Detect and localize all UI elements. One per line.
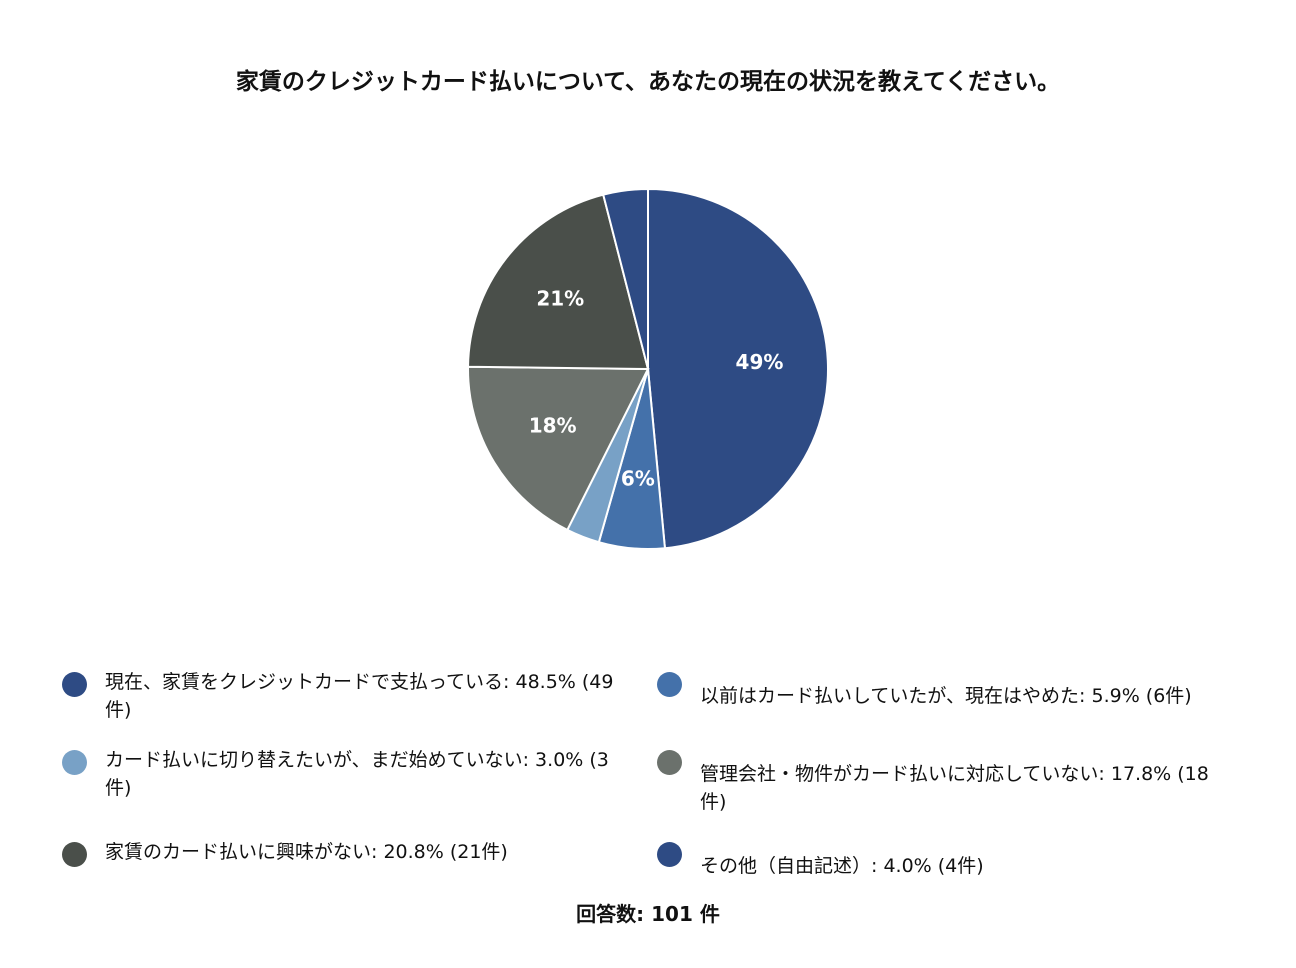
legend-marker	[657, 842, 682, 867]
caption: 回答数: 101 件	[576, 902, 720, 926]
legend-marker	[657, 750, 682, 775]
legend-item: その他（自由記述）: 4.0% (4件)	[657, 838, 1242, 880]
legend-label: 管理会社・物件がカード払いに対応していない: 17.8% (18件)	[700, 763, 1209, 813]
data-label: 18%	[529, 414, 577, 438]
legend-label: その他（自由記述）: 4.0% (4件)	[700, 855, 984, 877]
legend-label: 以前はカード払いしていたが、現在はやめた: 5.9% (6件)	[700, 685, 1192, 707]
pie-slice	[647, 187, 829, 550]
legend-label: 現在、家賃をクレジットカードで支払っている: 48.5% (49件)	[105, 671, 614, 721]
pie-slice	[467, 193, 650, 371]
legend-item: 以前はカード払いしていたが、現在はやめた: 5.9% (6件)	[657, 668, 1242, 724]
legend-item: 現在、家賃をクレジットカードで支払っている: 48.5% (49件)	[62, 668, 657, 724]
legend-marker	[657, 672, 682, 697]
chart-title: 家賃のクレジットカード払いについて、あなたの現在の状況を教えてください。	[235, 69, 1061, 95]
pie-slice	[467, 365, 650, 532]
legend-item: カード払いに切り替えたいが、まだ始めていない: 3.0% (3件)	[62, 746, 657, 816]
legend-marker	[62, 672, 87, 697]
legend: 現在、家賃をクレジットカードで支払っている: 48.5% (49件) 以前はカード…	[62, 668, 1242, 880]
legend-marker	[62, 750, 87, 775]
legend-item: 家賃のカード払いに興味がない: 20.8% (21件)	[62, 838, 657, 880]
legend-item: 管理会社・物件がカード払いに対応していない: 17.8% (18件)	[657, 746, 1242, 816]
data-label: 49%	[736, 350, 784, 374]
legend-label: カード払いに切り替えたいが、まだ始めていない: 3.0% (3件)	[105, 749, 609, 799]
legend-marker	[62, 842, 87, 867]
pie-slice	[602, 187, 649, 370]
data-label: 6%	[621, 467, 655, 491]
legend-label: 家賃のカード払いに興味がない: 20.8% (21件)	[105, 841, 508, 863]
data-label: 21%	[536, 287, 584, 311]
